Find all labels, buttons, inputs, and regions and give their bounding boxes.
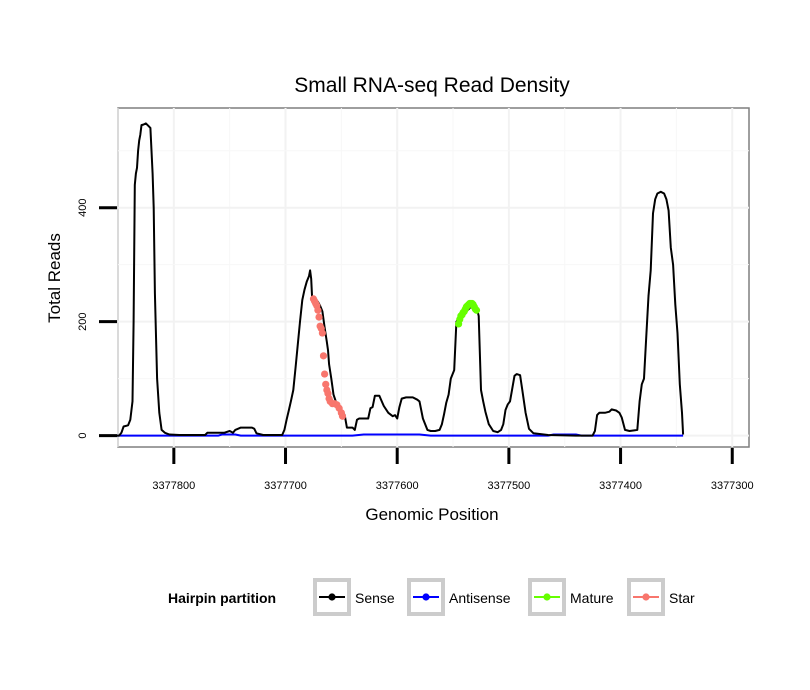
legend-key-point <box>422 593 430 601</box>
data-point-star <box>338 412 347 420</box>
legend-item-antisense: Antisense <box>407 578 511 616</box>
x-tick-label: 3377700 <box>264 480 307 492</box>
legend-label: Mature <box>570 590 614 606</box>
series-layer <box>113 122 685 437</box>
series-line-antisense <box>113 433 684 437</box>
legend-key-point <box>543 593 551 601</box>
legend: Hairpin partition Sense Antisense Mature St… <box>168 578 695 616</box>
x-tick-label: 3377400 <box>599 480 642 492</box>
plot-panel <box>117 107 750 448</box>
y-axis: 0 200 400 <box>77 199 117 439</box>
x-axis: 3377800 3377700 3377600 3377500 3377400 33773… <box>152 448 754 492</box>
x-axis-title: Genomic Position <box>365 505 498 524</box>
data-point-star <box>319 352 328 360</box>
data-point-star <box>314 306 322 314</box>
x-tick-label: 3377500 <box>487 480 530 492</box>
y-tick-label: 400 <box>77 199 89 217</box>
legend-item-star: Star <box>627 578 695 616</box>
data-point-star <box>315 313 323 321</box>
y-tick-label: 0 <box>77 433 89 439</box>
x-tick-label: 3377600 <box>376 480 419 492</box>
x-tick-label: 3377800 <box>152 480 195 492</box>
legend-item-sense: Sense <box>313 578 395 616</box>
legend-key-point <box>328 593 336 601</box>
legend-label: Sense <box>355 590 395 606</box>
series-points-star <box>309 295 347 420</box>
data-point-mature <box>472 306 481 314</box>
series-line-sense <box>113 122 685 437</box>
x-tick-label: 3377300 <box>711 480 754 492</box>
legend-title: Hairpin partition <box>168 590 276 606</box>
data-point-star <box>322 380 330 388</box>
series-points-mature <box>455 299 481 328</box>
legend-label: Antisense <box>449 590 511 606</box>
data-point-star <box>321 370 329 378</box>
y-axis-title: Total Reads <box>45 233 64 323</box>
legend-label: Star <box>669 590 695 606</box>
chart-title: Small RNA-seq Read Density <box>294 74 570 97</box>
data-point-star <box>318 329 326 337</box>
legend-item-mature: Mature <box>528 578 614 616</box>
y-tick-label: 200 <box>77 312 89 330</box>
legend-key-point <box>642 593 650 601</box>
